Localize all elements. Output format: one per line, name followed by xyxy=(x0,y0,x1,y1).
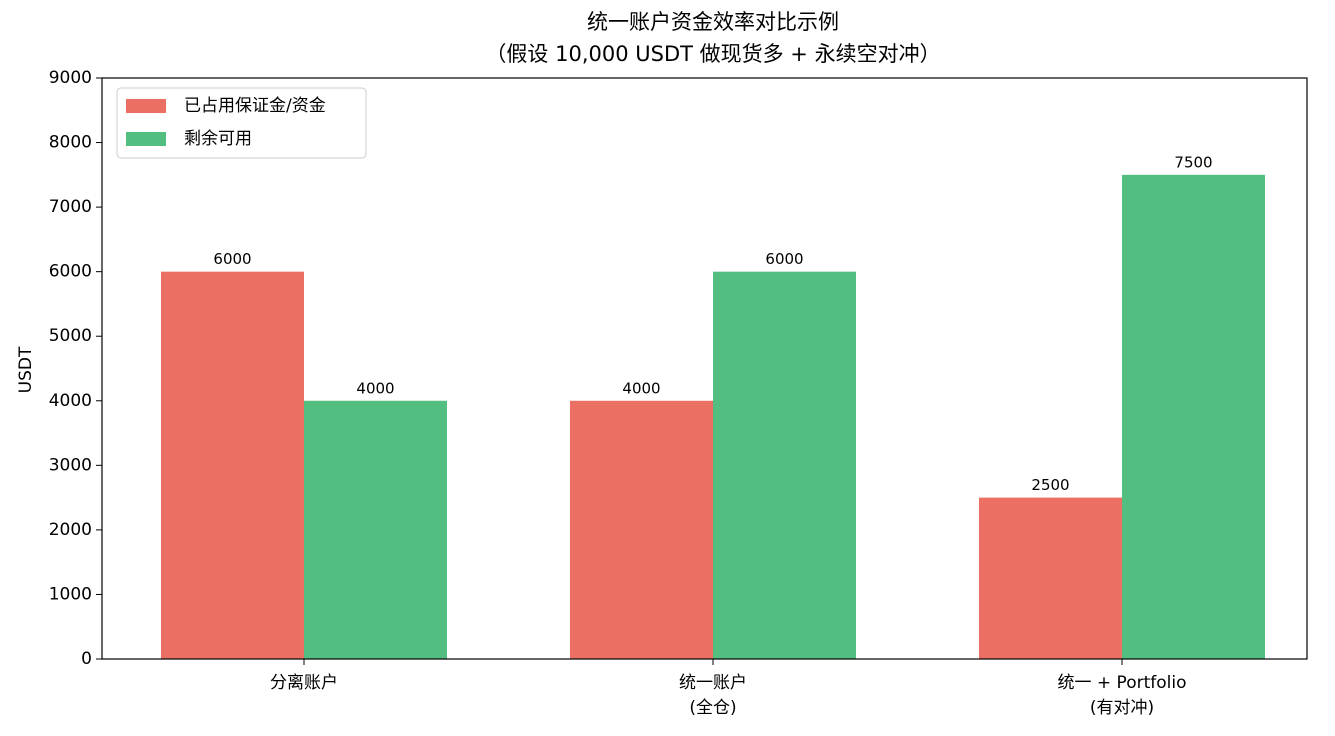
value-label: 2500 xyxy=(1031,476,1069,494)
x-tick-label: 统一账户 xyxy=(679,673,747,693)
bar xyxy=(161,271,304,659)
legend-box xyxy=(116,87,367,159)
value-label: 6000 xyxy=(213,250,251,268)
bar xyxy=(1122,174,1265,660)
bar xyxy=(713,271,856,659)
x-tick-label: 分离账户 xyxy=(270,673,338,693)
y-tick-label: 5000 xyxy=(49,326,92,346)
legend-swatch xyxy=(126,99,166,113)
y-tick-label: 4000 xyxy=(49,391,92,411)
y-tick-label: 1000 xyxy=(49,584,92,604)
plot-frame xyxy=(101,77,1308,660)
y-tick-label: 0 xyxy=(81,649,92,669)
y-tick-label: 7000 xyxy=(49,197,92,217)
y-tick-label: 2000 xyxy=(49,520,92,540)
x-tick-label: (有对冲) xyxy=(1090,698,1154,718)
legend-label: 已占用保证金/资金 xyxy=(184,96,326,116)
bar xyxy=(304,400,447,659)
value-label: 4000 xyxy=(622,379,660,397)
y-axis-label: USDT xyxy=(16,346,36,393)
y-tick-label: 9000 xyxy=(49,68,92,88)
chart-title: 统一账户资金效率对比示例 xyxy=(587,10,839,34)
bar xyxy=(570,400,713,659)
x-tick-label: (全仓) xyxy=(689,698,736,718)
x-tick-label: 统一 + Portfolio xyxy=(1058,673,1187,693)
chart-subtitle: （假设 10,000 USDT 做现货多 + 永续空对冲） xyxy=(485,42,940,66)
value-label: 7500 xyxy=(1174,153,1212,171)
y-tick-label: 3000 xyxy=(49,455,92,475)
bar xyxy=(979,497,1122,659)
value-label: 6000 xyxy=(765,250,803,268)
legend-swatch xyxy=(126,132,166,146)
legend-label: 剩余可用 xyxy=(184,129,252,149)
value-label: 4000 xyxy=(356,379,394,397)
y-tick-label: 6000 xyxy=(49,262,92,282)
y-tick-label: 8000 xyxy=(49,133,92,153)
